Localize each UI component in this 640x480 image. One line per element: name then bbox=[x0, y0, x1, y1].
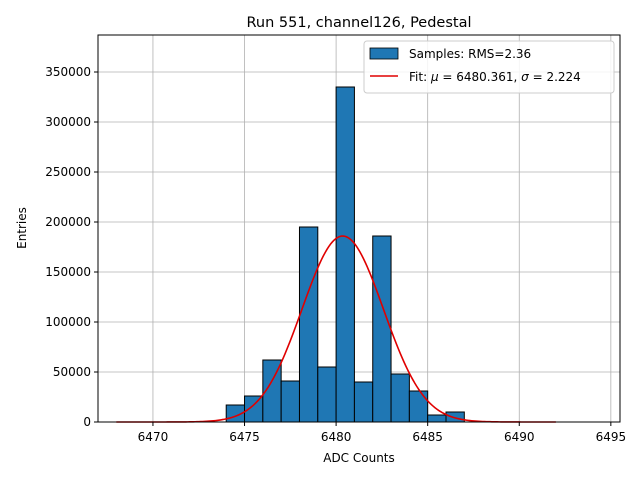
plot-frame bbox=[97, 34, 621, 423]
y-tick-label: 50000 bbox=[53, 365, 91, 379]
x-axis: 6470 6475 6480 6485 6490 6495 bbox=[138, 422, 626, 444]
y-tick-label: 300000 bbox=[45, 115, 91, 129]
histogram-bar bbox=[372, 235, 392, 423]
x-tick-label: 6485 bbox=[412, 430, 443, 444]
legend-samples-swatch bbox=[369, 47, 399, 60]
histogram-bar bbox=[298, 226, 319, 423]
x-tick-label: 6480 bbox=[321, 430, 352, 444]
y-tick-label: 200000 bbox=[45, 215, 91, 229]
y-tick-label: 0 bbox=[83, 415, 91, 429]
histogram-bar bbox=[427, 414, 447, 423]
legend-fit-mu-symbol: μ bbox=[430, 70, 439, 84]
legend-samples-label: Samples: RMS=2.36 bbox=[409, 47, 531, 61]
legend-fit-label: Fit: μ = 6480.361, σ = 2.224 bbox=[409, 70, 581, 84]
legend-fit-prefix: Fit: bbox=[409, 70, 431, 84]
histogram-bar bbox=[317, 366, 337, 423]
histogram-bar bbox=[244, 395, 264, 423]
chart-title: Run 551, channel126, Pedestal bbox=[246, 15, 471, 31]
histogram-bar bbox=[353, 381, 374, 423]
x-tick-label: 6475 bbox=[229, 430, 260, 444]
legend-fit-sigma-value: = 2.224 bbox=[529, 70, 581, 84]
legend: Samples: RMS=2.36 Fit: μ = 6480.361, σ =… bbox=[363, 40, 615, 94]
histogram-bar bbox=[390, 373, 410, 423]
y-tick-label: 150000 bbox=[45, 265, 91, 279]
histogram-bar bbox=[280, 380, 300, 423]
x-axis-label: ADC Counts bbox=[323, 451, 395, 465]
histogram-bar bbox=[335, 86, 355, 423]
legend-box bbox=[363, 40, 615, 94]
legend-fit-sigma-symbol: σ bbox=[521, 70, 529, 84]
x-tick-label: 6490 bbox=[504, 430, 535, 444]
y-axis-label: Entries bbox=[15, 207, 29, 249]
y-tick-label: 350000 bbox=[45, 65, 91, 79]
histogram-bar bbox=[408, 390, 429, 423]
y-tick-label: 100000 bbox=[45, 315, 91, 329]
histogram-bar bbox=[445, 411, 465, 423]
x-tick-label: 6495 bbox=[596, 430, 627, 444]
y-axis: 0 50000 100000 150000 200000 250000 300000 3500… bbox=[45, 65, 98, 429]
legend-fit-mu-value: = 6480.361, bbox=[439, 70, 522, 84]
y-tick-label: 250000 bbox=[45, 165, 91, 179]
x-tick-label: 6470 bbox=[138, 430, 169, 444]
